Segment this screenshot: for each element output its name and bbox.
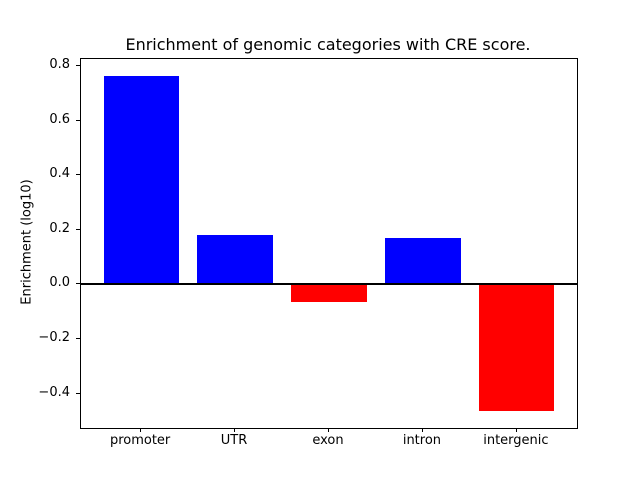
x-tick-label-exon: exon — [312, 433, 344, 448]
x-tick-mark — [140, 428, 142, 432]
y-tick-label: −0.4 — [38, 384, 70, 400]
y-tick-mark — [76, 228, 80, 230]
x-tick-label-intron: intron — [402, 433, 442, 448]
y-tick-label: 0.6 — [49, 111, 70, 127]
x-tick-label-UTR: UTR — [220, 433, 248, 448]
y-tick-label: −0.2 — [38, 329, 70, 345]
y-tick-mark — [76, 283, 80, 285]
y-tick-mark — [76, 119, 80, 121]
zero-line — [81, 283, 577, 286]
y-tick-mark — [76, 337, 80, 339]
y-tick-label: 0.4 — [49, 166, 70, 182]
x-tick-label-intergenic: intergenic — [483, 433, 549, 448]
x-tick-mark — [515, 428, 517, 432]
x-tick-mark — [234, 428, 236, 432]
y-tick-mark — [76, 174, 80, 176]
bar-intron — [385, 238, 461, 285]
bar-exon — [291, 284, 367, 303]
plot-area — [80, 58, 578, 429]
y-tick-label: 0.0 — [49, 275, 70, 291]
y-tick-mark — [76, 65, 80, 67]
y-tick-mark — [76, 392, 80, 394]
chart-title: Enrichment of genomic categories with CR… — [125, 35, 531, 54]
bar-promoter — [103, 75, 179, 285]
x-tick-mark — [328, 428, 329, 432]
bar-UTR — [197, 235, 273, 285]
x-tick-mark — [421, 428, 423, 432]
x-tick-label-promoter: promoter — [109, 433, 171, 448]
y-tick-label: 0.8 — [49, 57, 70, 73]
y-tick-label: 0.2 — [49, 220, 70, 236]
bar-intergenic — [479, 284, 555, 412]
